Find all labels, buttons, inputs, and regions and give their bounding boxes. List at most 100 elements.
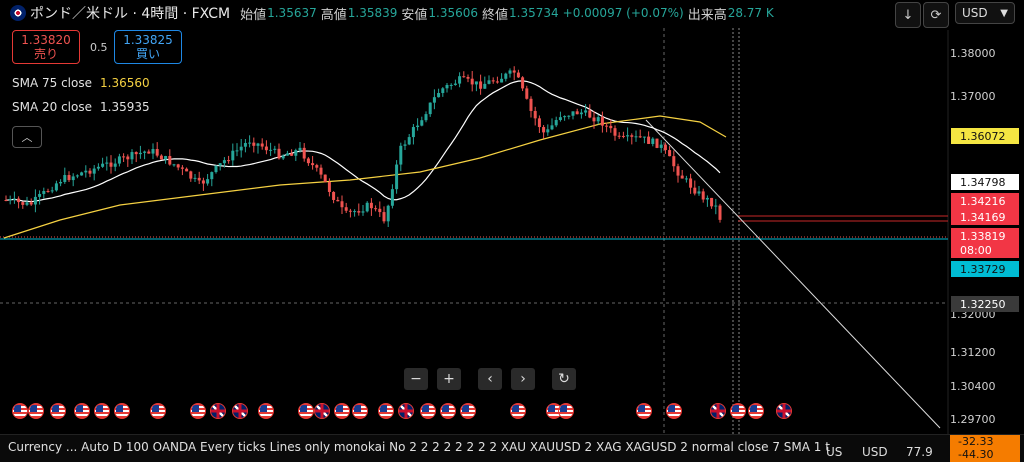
chevron-right-icon: › xyxy=(520,371,526,387)
candle-body xyxy=(340,201,344,208)
indicator-settings-text[interactable]: Currency ... Auto D 100 OANDA Every tick… xyxy=(8,440,830,454)
us-event-icon[interactable] xyxy=(28,403,44,419)
candle-body xyxy=(269,149,273,151)
sell-button[interactable]: 1.33820 売り xyxy=(12,30,80,64)
price-tick: 1.29700 xyxy=(950,413,996,426)
open-value: 1.35637 xyxy=(267,6,317,20)
fullscreen-button[interactable]: ⟳ xyxy=(923,2,949,28)
us-event-icon[interactable] xyxy=(352,403,368,419)
candle-body xyxy=(117,156,121,164)
us-event-icon[interactable] xyxy=(74,403,90,419)
candle-body xyxy=(109,162,113,167)
us-event-icon[interactable] xyxy=(114,403,130,419)
uk-event-icon[interactable] xyxy=(776,403,792,419)
us-event-icon[interactable] xyxy=(636,403,652,419)
candle-body xyxy=(294,150,298,156)
low-label: 安値 xyxy=(401,7,428,23)
candle-body xyxy=(546,129,550,133)
us-event-icon[interactable] xyxy=(666,403,682,419)
candle-body xyxy=(33,196,37,205)
zoom-out-button[interactable]: − xyxy=(404,368,428,390)
candle-body xyxy=(684,178,688,180)
candle-body xyxy=(542,127,546,133)
candle-body xyxy=(239,146,243,151)
candle-body xyxy=(323,174,327,182)
candle-body xyxy=(705,197,709,200)
candle-body xyxy=(302,147,306,159)
candle-body xyxy=(71,176,75,181)
scroll-right-button[interactable]: › xyxy=(511,368,535,390)
candle-body xyxy=(710,197,714,207)
us-event-icon[interactable] xyxy=(440,403,456,419)
candle-body xyxy=(571,111,575,116)
candle-body xyxy=(369,202,373,209)
candle-body xyxy=(348,210,352,212)
candle-body xyxy=(143,151,147,153)
us-event-icon[interactable] xyxy=(460,403,476,419)
sma75-legend[interactable]: SMA 75 close 1.36560 xyxy=(12,76,150,90)
us-event-icon[interactable] xyxy=(150,403,166,419)
arrow-down-icon: ↓ xyxy=(902,7,914,23)
sma20-legend[interactable]: SMA 20 close 1.35935 xyxy=(12,100,150,114)
status-bar: Currency ... Auto D 100 OANDA Every tick… xyxy=(0,434,1024,462)
currency-select[interactable]: USD ▼ xyxy=(955,2,1015,24)
candle-body xyxy=(491,80,495,82)
status-cell-value: 77.9 xyxy=(906,445,933,459)
candle-body xyxy=(298,147,302,151)
symbol-title[interactable]: ポンド／米ドル · 4時間 · FXCM xyxy=(30,6,231,22)
candle-body xyxy=(84,170,88,173)
scroll-left-button[interactable]: ‹ xyxy=(478,368,502,390)
us-event-icon[interactable] xyxy=(94,403,110,419)
us-event-icon[interactable] xyxy=(730,403,746,419)
buy-button[interactable]: 1.33825 買い xyxy=(114,30,182,64)
close-label: 終値 xyxy=(482,7,509,23)
candle-body xyxy=(113,163,117,167)
candle-body xyxy=(659,144,663,148)
candle-body xyxy=(210,172,214,180)
candle-body xyxy=(554,120,558,126)
us-event-icon[interactable] xyxy=(420,403,436,419)
candle-body xyxy=(38,193,42,197)
candle-body xyxy=(504,73,508,79)
uk-event-icon[interactable] xyxy=(210,403,226,419)
candle-body xyxy=(252,142,256,146)
bid-price-label: 1.33729 xyxy=(951,261,1019,277)
uk-event-icon[interactable] xyxy=(314,403,330,419)
us-event-icon[interactable] xyxy=(510,403,526,419)
candle-body xyxy=(281,155,285,159)
candle-body xyxy=(386,205,390,222)
reset-chart-button[interactable]: ↻ xyxy=(552,368,576,390)
us-event-icon[interactable] xyxy=(12,403,28,419)
candle-body xyxy=(285,153,289,156)
download-button[interactable]: ↓ xyxy=(895,2,921,28)
uk-event-icon[interactable] xyxy=(398,403,414,419)
candle-body xyxy=(147,151,151,154)
candle-body xyxy=(609,125,613,129)
us-event-icon[interactable] xyxy=(334,403,350,419)
us-event-icon[interactable] xyxy=(298,403,314,419)
zoom-in-button[interactable]: + xyxy=(437,368,461,390)
candle-body xyxy=(122,156,126,158)
candle-body xyxy=(365,202,369,212)
collapse-legend-button[interactable]: ︿ xyxy=(12,126,42,148)
candle-body xyxy=(201,180,205,184)
candle-body xyxy=(357,211,361,213)
candle-body xyxy=(453,83,457,85)
candle-body xyxy=(462,76,466,78)
us-event-icon[interactable] xyxy=(258,403,274,419)
candle-body xyxy=(407,137,411,145)
candle-body xyxy=(46,191,50,193)
candle-body xyxy=(617,135,621,137)
candle-body xyxy=(558,117,562,121)
volume-value: 28.77 K xyxy=(727,6,774,20)
us-event-icon[interactable] xyxy=(748,403,764,419)
us-event-icon[interactable] xyxy=(378,403,394,419)
candle-body xyxy=(50,190,54,192)
us-event-icon[interactable] xyxy=(190,403,206,419)
candle-body xyxy=(458,76,462,84)
us-event-icon[interactable] xyxy=(558,403,574,419)
uk-event-icon[interactable] xyxy=(232,403,248,419)
us-event-icon[interactable] xyxy=(50,403,66,419)
uk-event-icon[interactable] xyxy=(710,403,726,419)
